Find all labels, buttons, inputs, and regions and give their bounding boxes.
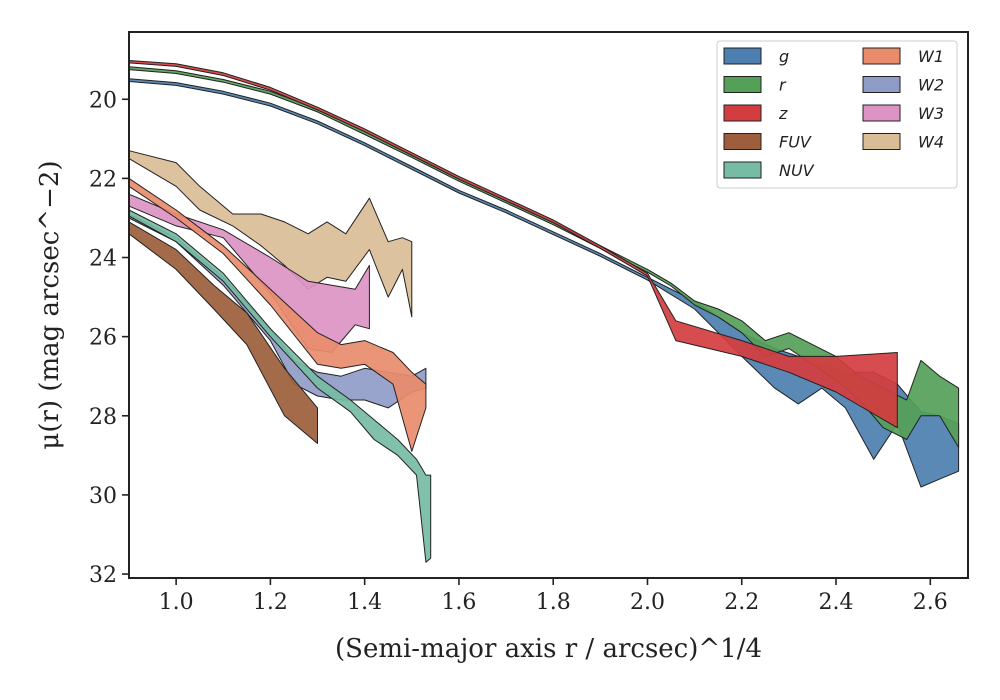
legend-swatch-nuv xyxy=(723,161,762,179)
legend-swatch-r xyxy=(723,76,762,93)
legend-label-g: g xyxy=(779,47,789,66)
band-g xyxy=(128,78,960,488)
legend-swatch-g xyxy=(723,47,762,65)
y-tick-label: 26 xyxy=(89,326,117,351)
legend-swatch-w2 xyxy=(862,76,901,93)
x-tick-label: 1.2 xyxy=(253,590,288,615)
legend-label-w4: W4 xyxy=(918,133,944,152)
band-fuv xyxy=(128,221,318,444)
band-nuv xyxy=(128,209,432,563)
y-tick-label: 32 xyxy=(89,563,117,588)
legend-label-fuv: FUV xyxy=(779,133,812,152)
legend-label-w2: W2 xyxy=(918,76,944,95)
legend-swatch-w1 xyxy=(862,47,901,65)
band-w4 xyxy=(128,150,413,318)
legend-label-r: r xyxy=(779,76,787,95)
legend-label-nuv: NUV xyxy=(779,161,815,180)
x-tick-label: 2.4 xyxy=(819,590,854,615)
y-tick-label: 20 xyxy=(89,88,117,113)
x-tick-label: 1.8 xyxy=(536,590,571,615)
y-tick-label: 28 xyxy=(89,405,117,430)
legend-swatch-z xyxy=(723,104,762,122)
x-tick-label: 1.0 xyxy=(159,590,194,615)
legend: grz FUV NUV W1 W2 W3 W4 xyxy=(716,40,958,189)
legend-label-z: z xyxy=(778,104,788,123)
legend-label-w3: W3 xyxy=(918,104,944,123)
band-z xyxy=(128,60,898,429)
y-tick-label: 24 xyxy=(89,247,117,272)
x-tick-label: 1.4 xyxy=(347,590,382,615)
x-axis-label: (Semi-major axis r / arcsec)^1/4 xyxy=(335,634,762,664)
legend-swatch-w3 xyxy=(862,104,901,122)
legend-swatch-fuv xyxy=(723,133,762,150)
y-axis-label: μ(r) (mag arcsec^−2) xyxy=(35,160,65,449)
ticks-layer: 1.0 1.2 1.4 1.6 1.8 2.0 2.2 2.4 2.6 20 22 24 26 28 30 3… xyxy=(89,88,948,615)
x-tick-label: 2.2 xyxy=(724,590,759,615)
legend-swatch-w4 xyxy=(862,133,901,150)
x-tick-label: 2.0 xyxy=(630,590,665,615)
x-tick-label: 2.6 xyxy=(913,590,948,615)
band-w1 xyxy=(128,177,427,452)
y-tick-label: 30 xyxy=(89,484,117,509)
series-layer xyxy=(128,60,960,563)
x-tick-label: 1.6 xyxy=(441,590,476,615)
plot-frame xyxy=(128,31,969,579)
legend-label-w1: W1 xyxy=(918,47,944,66)
y-tick-label: 22 xyxy=(89,167,117,192)
